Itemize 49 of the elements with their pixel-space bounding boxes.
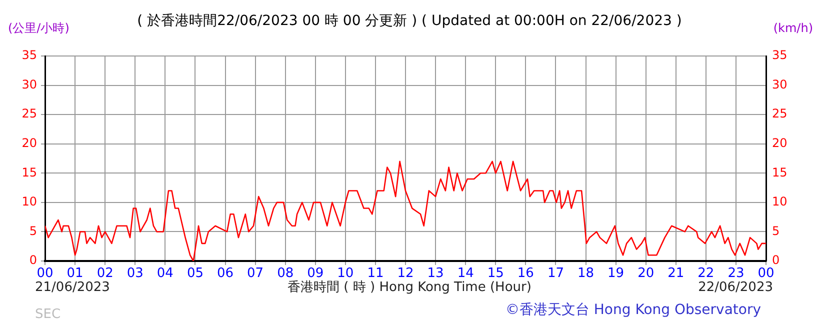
y-tick-label: 20 [22, 136, 37, 150]
y-tick-label: 25 [22, 106, 37, 121]
x-tick-label: 09 [307, 266, 324, 282]
x-tick-label: 23 [728, 266, 744, 282]
y2-tick-label: 15 [772, 165, 788, 180]
x-tick-label: 06 [216, 266, 234, 282]
y2-axis-title: (km/h) [773, 20, 813, 36]
x-tick-label: 13 [427, 266, 444, 282]
x-tick-label: 08 [277, 266, 294, 282]
x-tick-label: 11 [367, 266, 384, 282]
x-tick-label: 17 [547, 266, 564, 282]
x-axis-title: 香港時間 ( 時 ) Hong Kong Time (Hour) [288, 280, 532, 295]
x-tick-label: 03 [126, 266, 144, 282]
x-tick-label: 15 [487, 266, 504, 282]
x-tick-label: 18 [577, 266, 594, 282]
x-tick-label: 16 [517, 266, 534, 282]
y2-tick-label: 5 [772, 224, 780, 238]
x-tick-label: 01 [66, 266, 84, 282]
y-tick-label: 15 [22, 165, 37, 180]
y-tick-label: 35 [22, 48, 37, 62]
y-tick-label: 30 [22, 77, 37, 92]
x-tick-label: 20 [638, 266, 654, 282]
y2-tick-label: 30 [772, 77, 788, 92]
x-tick-label: 05 [186, 266, 204, 282]
y-tick-label: 5 [29, 224, 37, 238]
y-tick-label: 10 [22, 194, 37, 209]
x-tick-label: 02 [96, 266, 114, 282]
y2-tick-label: 10 [772, 194, 788, 209]
x-tick-label: 00 [36, 266, 54, 282]
x-tick-label: 19 [608, 266, 624, 282]
text: 21/06/2023 [35, 280, 110, 296]
y2-tick-label: 20 [772, 136, 788, 150]
x-tick-label: 10 [337, 266, 354, 282]
y2-tick-label: 25 [772, 106, 788, 121]
y-tick-label: 0 [29, 253, 37, 268]
text: SEC [35, 307, 61, 323]
y-axis-title: (公里/小時) [8, 20, 70, 36]
x-tick-label: 14 [457, 266, 474, 282]
y2-tick-label: 0 [772, 253, 780, 268]
text: ©香港天文台 Hong Kong Observatory [505, 302, 761, 318]
x-tick-label: 21 [668, 266, 684, 282]
x-tick-label: 22 [698, 266, 714, 282]
x-tick-label: 07 [247, 266, 264, 282]
chart-title: ( 於香港時間22/06/2023 00 時 00 分更新 ) ( Updated at 00:00H on 22/06/2023 ) [137, 13, 682, 29]
x-tick-label: 12 [397, 266, 414, 282]
y2-tick-label: 35 [772, 48, 788, 62]
x-tick-label: 00 [758, 266, 774, 282]
x-tick-label: 04 [156, 266, 174, 282]
text: 22/06/2023 [698, 280, 773, 296]
